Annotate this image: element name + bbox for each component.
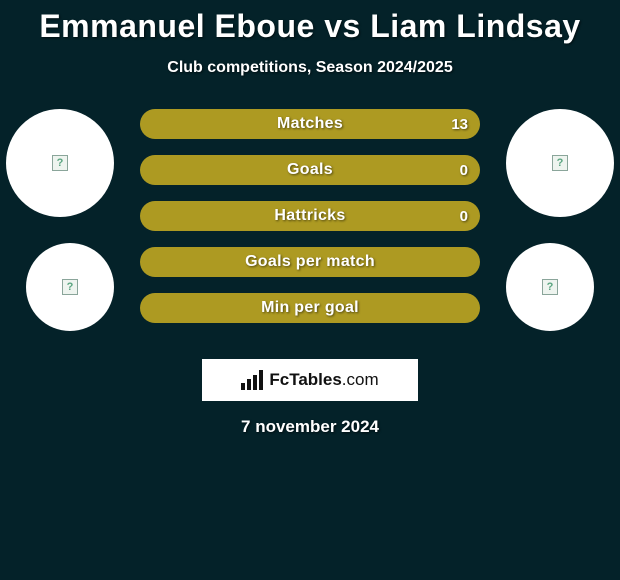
stat-value-right: 0: [460, 162, 468, 179]
player-left-avatar-primary: ?: [6, 109, 114, 217]
player-left-avatar-secondary: ?: [26, 243, 114, 331]
stat-bar-hattricks: Hattricks 0: [140, 201, 480, 231]
player-right-avatar-primary: ?: [506, 109, 614, 217]
image-placeholder-icon: ?: [552, 155, 568, 171]
image-placeholder-icon: ?: [542, 279, 558, 295]
stat-bar-goals-per-match: Goals per match: [140, 247, 480, 277]
stat-label: Hattricks: [274, 207, 345, 225]
image-placeholder-icon: ?: [62, 279, 78, 295]
source-logo: FcTables.com: [202, 359, 418, 401]
stat-value-right: 13: [451, 116, 468, 133]
stat-bar-matches: Matches 13: [140, 109, 480, 139]
stat-label: Goals per match: [245, 253, 375, 271]
stat-label: Min per goal: [261, 299, 359, 317]
stat-bars: Matches 13 Goals 0 Hattricks 0 Goals per…: [140, 109, 480, 339]
logo-domain: .com: [342, 370, 379, 389]
stat-value-right: 0: [460, 208, 468, 225]
player-right-avatar-secondary: ?: [506, 243, 594, 331]
comparison-stage: ? ? ? ? Matches 13 Goals 0 Hattricks 0 G…: [0, 109, 620, 359]
bar-chart-icon: [241, 370, 263, 390]
subtitle: Club competitions, Season 2024/2025: [0, 59, 620, 77]
stat-bar-min-per-goal: Min per goal: [140, 293, 480, 323]
date-label: 7 november 2024: [0, 417, 620, 437]
logo-name: FcTables: [269, 370, 341, 389]
stat-bar-goals: Goals 0: [140, 155, 480, 185]
image-placeholder-icon: ?: [52, 155, 68, 171]
stat-label: Matches: [277, 115, 343, 133]
logo-text: FcTables.com: [269, 370, 378, 390]
stat-label: Goals: [287, 161, 333, 179]
page-title: Emmanuel Eboue vs Liam Lindsay: [0, 0, 620, 45]
